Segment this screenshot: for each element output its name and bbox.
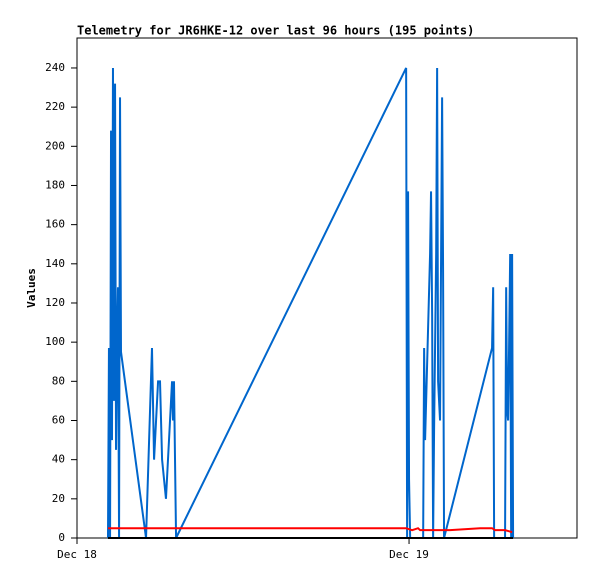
y-tick-label: 100 xyxy=(45,335,65,348)
chart-title: Telemetry for JR6HKE-12 over last 96 hou… xyxy=(77,24,474,38)
y-tick-label: 40 xyxy=(52,453,65,466)
y-tick-label: 60 xyxy=(52,413,65,426)
y-tick-label: 240 xyxy=(45,61,65,74)
y-tick-label: 80 xyxy=(52,374,65,387)
y-tick-label: 160 xyxy=(45,218,65,231)
y-tick-label: 20 xyxy=(52,492,65,505)
x-tick-label: Dec 18 xyxy=(57,548,97,561)
plot-frame xyxy=(76,37,578,539)
y-tick-label: 140 xyxy=(45,257,65,270)
y-tick-label: 120 xyxy=(45,296,65,309)
x-tick-label: Dec 19 xyxy=(389,548,429,561)
series-line xyxy=(107,527,513,534)
y-tick-label: 0 xyxy=(58,531,65,544)
series-line xyxy=(106,67,515,539)
y-axis-label: Values xyxy=(25,268,38,308)
y-tick-label: 180 xyxy=(45,178,65,191)
y-tick-label: 200 xyxy=(45,139,65,152)
y-tick-label: 220 xyxy=(45,100,65,113)
